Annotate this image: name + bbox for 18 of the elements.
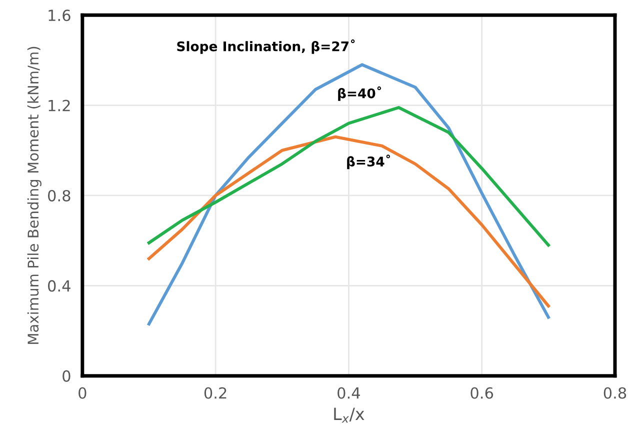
y-axis-title: Maximum Pile Bending Moment (kNm/m) bbox=[27, 46, 42, 344]
y-tick-label: 1.2 bbox=[48, 100, 70, 112]
series-label: β=34˚ bbox=[347, 154, 390, 170]
x-tick-label: 0.8 bbox=[604, 387, 626, 399]
line-series bbox=[147, 135, 550, 308]
line-series bbox=[147, 63, 550, 326]
x-axis-title: L$_{x}$/x bbox=[334, 408, 364, 423]
y-tick-label: 0 bbox=[62, 370, 70, 382]
y-tick-label: 0.8 bbox=[48, 190, 70, 202]
x-tick-label: 0.4 bbox=[338, 387, 360, 399]
x-tick-label: 0.2 bbox=[204, 387, 226, 399]
series-label: β=40˚ bbox=[338, 86, 382, 101]
line-series bbox=[147, 106, 550, 247]
y-tick-label: 1.6 bbox=[48, 10, 70, 22]
x-tick-label: 0.6 bbox=[470, 387, 494, 399]
series-label: Slope Inclination, β=27˚ bbox=[177, 39, 355, 54]
y-tick-label: 0.4 bbox=[48, 280, 70, 292]
x-tick-label: 0 bbox=[78, 387, 86, 399]
